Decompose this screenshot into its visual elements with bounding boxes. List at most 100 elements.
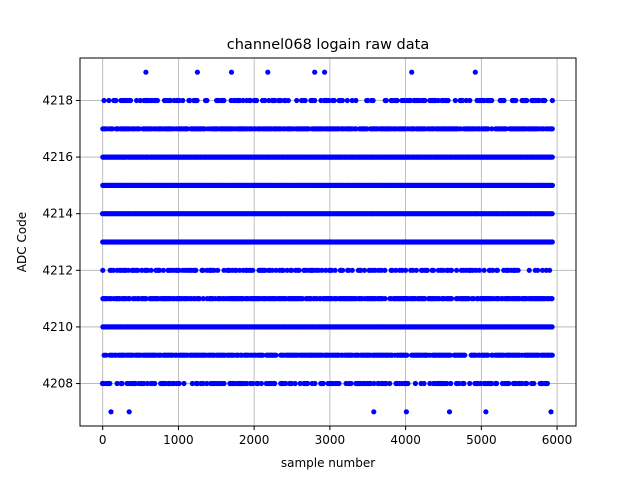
- data-point: [427, 380, 433, 387]
- y-tick-label: 4216: [42, 150, 73, 164]
- y-tick-label: 4212: [42, 263, 73, 277]
- data-point: [549, 352, 555, 358]
- data-point: [344, 97, 350, 104]
- data-point: [280, 267, 286, 273]
- data-point: [292, 380, 298, 387]
- data-point: [289, 267, 295, 273]
- y-axis-ticks: 4208 4210 4212 4214 4216 4218: [42, 93, 80, 391]
- data-point: [547, 267, 553, 273]
- data-point: [240, 97, 246, 104]
- data-point: [488, 380, 495, 387]
- data-point: [494, 380, 500, 387]
- data-point: [211, 267, 217, 273]
- data-point: [370, 97, 376, 104]
- data-point: [297, 380, 303, 387]
- data-point: [168, 97, 174, 104]
- data-point: [204, 380, 210, 387]
- data-point: [194, 69, 200, 75]
- data-point: [364, 126, 370, 132]
- data-point: [361, 267, 368, 273]
- data-point: [331, 97, 337, 104]
- data-point: [542, 97, 548, 104]
- data-point: [483, 409, 489, 415]
- data-point: [143, 296, 149, 302]
- data-point: [108, 409, 114, 415]
- x-tick-label: 1000: [163, 433, 194, 447]
- data-point: [103, 352, 109, 358]
- data-point: [403, 267, 409, 273]
- data-point: [193, 267, 199, 273]
- data-point: [312, 69, 318, 75]
- data-point: [462, 352, 468, 358]
- data-point: [353, 126, 359, 132]
- data-point: [265, 69, 271, 75]
- data-point: [135, 267, 141, 273]
- data-point: [413, 267, 419, 273]
- data-point: [544, 380, 551, 387]
- data-point: [176, 380, 182, 387]
- data-point: [422, 97, 428, 104]
- data-point: [296, 267, 302, 273]
- data-point: [349, 97, 355, 104]
- data-point: [272, 97, 278, 104]
- data-point: [305, 380, 311, 387]
- data-point: [446, 409, 453, 415]
- x-axis-label: sample number: [281, 456, 375, 470]
- data-point: [394, 97, 400, 104]
- data-point: [340, 267, 346, 273]
- y-tick-label: 4208: [42, 377, 73, 391]
- chart-title: channel068 logain raw data: [227, 37, 429, 53]
- data-point: [467, 380, 473, 387]
- data-point: [144, 380, 150, 387]
- data-point: [312, 380, 318, 387]
- data-point: [490, 267, 496, 273]
- data-point: [489, 126, 495, 132]
- data-point: [409, 69, 415, 75]
- data-point: [476, 267, 482, 273]
- data-point: [294, 97, 300, 104]
- data-point: [371, 380, 377, 387]
- data-point: [228, 69, 235, 75]
- data-point: [200, 267, 206, 273]
- data-point: [100, 267, 106, 273]
- data-point: [506, 380, 512, 387]
- data-point: [254, 97, 260, 104]
- data-point: [503, 126, 509, 132]
- data-point: [109, 126, 115, 132]
- data-point: [278, 97, 284, 104]
- data-point: [531, 380, 537, 387]
- data-point: [456, 380, 462, 387]
- data-point: [365, 97, 371, 104]
- x-tick-label: 4000: [390, 433, 421, 447]
- data-point: [526, 267, 532, 273]
- data-point: [404, 352, 410, 358]
- data-point: [548, 409, 554, 415]
- data-point: [393, 267, 399, 273]
- data-point: [283, 380, 289, 387]
- x-tick-label: 6000: [542, 433, 573, 447]
- data-point: [181, 380, 187, 387]
- data-point: [160, 267, 166, 273]
- data-point: [273, 267, 279, 273]
- data-point: [383, 97, 389, 104]
- data-point: [424, 267, 430, 273]
- data-point: [194, 97, 200, 104]
- data-point: [126, 409, 132, 415]
- data-point: [119, 380, 125, 387]
- data-point: [513, 97, 519, 104]
- data-point: [467, 97, 473, 104]
- data-point: [143, 69, 149, 75]
- data-point: [422, 296, 428, 302]
- data-point: [101, 97, 107, 104]
- data-point: [319, 267, 325, 273]
- data-point: [156, 267, 163, 273]
- data-point: [371, 409, 377, 415]
- data-point: [494, 267, 501, 273]
- y-tick-label: 4210: [42, 320, 73, 334]
- data-point: [349, 267, 355, 273]
- data-point: [501, 97, 507, 104]
- data-point: [445, 97, 451, 104]
- x-tick-label: 3000: [315, 433, 346, 447]
- data-point: [524, 380, 530, 387]
